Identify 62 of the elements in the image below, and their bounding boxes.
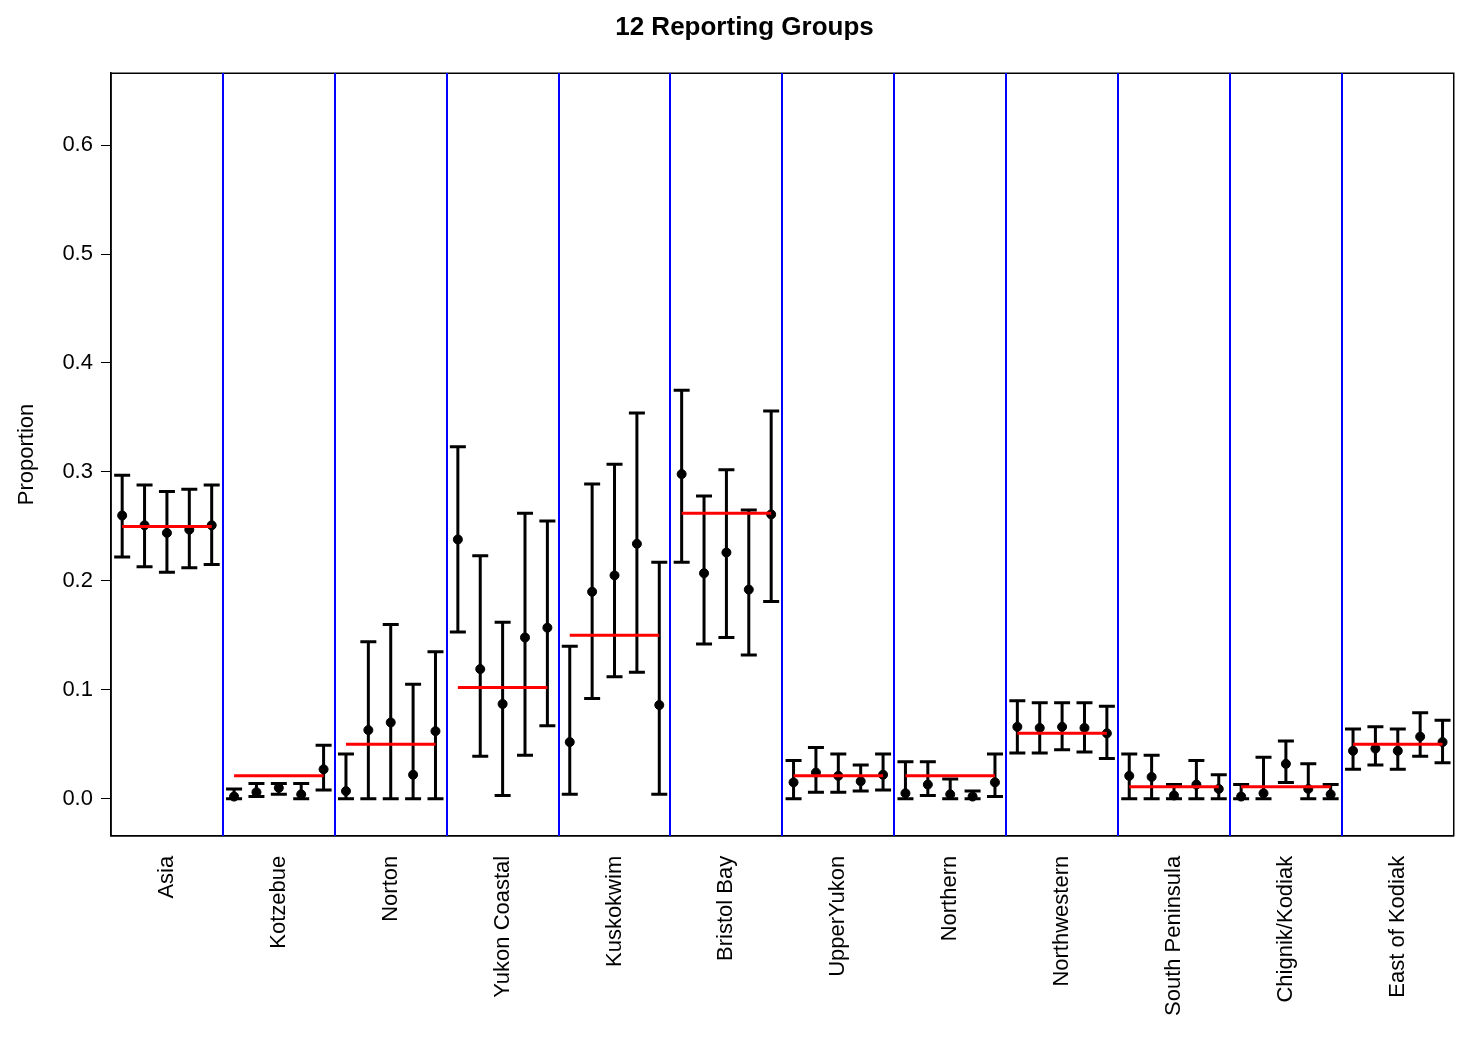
point bbox=[900, 788, 911, 799]
point bbox=[1079, 722, 1090, 733]
y-tick-label: 0.3 bbox=[62, 457, 93, 483]
point bbox=[699, 568, 710, 579]
y-tick-label: 0.4 bbox=[62, 349, 93, 375]
point bbox=[542, 622, 553, 633]
point bbox=[631, 538, 642, 549]
point bbox=[363, 725, 374, 736]
chart-title: 12 Reporting Groups bbox=[615, 10, 874, 41]
point bbox=[452, 534, 463, 545]
point bbox=[117, 510, 128, 521]
x-tick-label: East of Kodiak bbox=[1383, 854, 1409, 998]
point bbox=[1280, 758, 1291, 769]
point bbox=[564, 737, 575, 748]
point bbox=[609, 570, 620, 581]
x-tick-label: Norton bbox=[376, 855, 402, 922]
point bbox=[1146, 771, 1157, 782]
point bbox=[1348, 745, 1359, 756]
x-tick-label: Asia bbox=[152, 855, 178, 899]
point bbox=[430, 726, 441, 737]
point bbox=[1034, 722, 1045, 733]
x-tick-label: UpperYukon bbox=[824, 855, 850, 977]
x-tick-label: South Peninsula bbox=[1160, 855, 1186, 1016]
point bbox=[922, 779, 933, 790]
point bbox=[475, 664, 486, 675]
y-tick-label: 0.1 bbox=[62, 675, 93, 701]
point bbox=[788, 777, 799, 788]
point bbox=[1392, 745, 1403, 756]
point bbox=[497, 698, 508, 709]
y-tick-label: 0.6 bbox=[62, 131, 93, 157]
x-tick-label: Northern bbox=[936, 855, 962, 942]
y-tick-label: 0.2 bbox=[62, 566, 93, 592]
point bbox=[855, 776, 866, 787]
y-tick-label: 0.0 bbox=[62, 784, 93, 810]
point bbox=[721, 547, 732, 558]
point bbox=[1124, 770, 1135, 781]
point bbox=[743, 584, 754, 595]
point bbox=[654, 700, 665, 711]
x-tick-label: Kotzebue bbox=[264, 855, 290, 949]
point bbox=[229, 791, 240, 802]
y-axis-title: Proportion bbox=[13, 403, 39, 506]
point bbox=[1415, 731, 1426, 742]
point bbox=[385, 717, 396, 728]
point bbox=[989, 777, 1000, 788]
x-tick-label: Northwestern bbox=[1048, 855, 1074, 987]
x-tick-label: Kuskokwim bbox=[600, 855, 626, 968]
point bbox=[1012, 721, 1023, 732]
point bbox=[1236, 791, 1247, 802]
point bbox=[676, 469, 687, 480]
point bbox=[1169, 790, 1179, 801]
point bbox=[1057, 721, 1068, 732]
x-tick-label: Chignik/Kodiak bbox=[1271, 854, 1297, 1003]
point bbox=[587, 586, 598, 597]
x-tick-label: Yukon Coastal bbox=[488, 855, 514, 998]
point bbox=[520, 632, 530, 643]
point bbox=[161, 527, 172, 538]
y-tick-label: 0.5 bbox=[62, 240, 93, 266]
point bbox=[408, 769, 419, 780]
point bbox=[340, 786, 351, 797]
point bbox=[1258, 788, 1269, 799]
point bbox=[318, 764, 329, 775]
x-tick-label: Bristol Bay bbox=[712, 855, 738, 961]
